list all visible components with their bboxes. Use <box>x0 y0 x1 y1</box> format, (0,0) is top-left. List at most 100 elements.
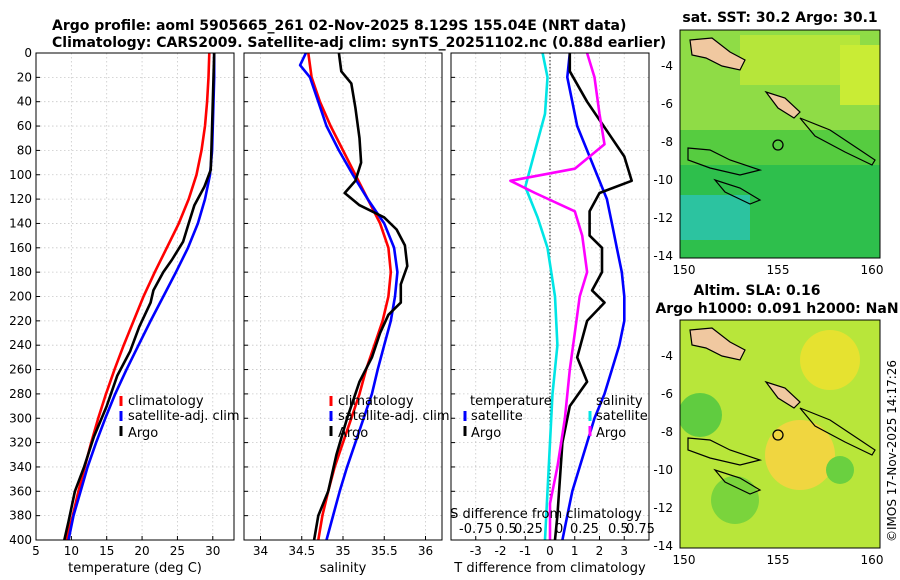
sst-map-frame <box>679 29 881 259</box>
x-tick-label: -1 <box>519 544 531 558</box>
map-y-tick-label: -14 <box>653 539 673 553</box>
legend-label-sal-argo: Argo <box>596 426 626 441</box>
y-tick-label: 60 <box>17 119 32 133</box>
y-tick-label: 0 <box>24 46 32 60</box>
island-outline <box>713 178 762 205</box>
legend-label-sal-satellite: satellite <box>596 409 648 424</box>
x-tick-label: 34 <box>253 544 268 558</box>
sst-title: sat. SST: 30.2 Argo: 30.1 <box>682 10 877 26</box>
series-line-satellite <box>298 52 399 541</box>
sla-title-2: Argo h1000: 0.091 h2000: NaN <box>655 301 898 317</box>
sla-patch-low <box>711 476 759 524</box>
sal-legend: climatology satellite-adj. clim Argo <box>329 394 450 441</box>
title-line2: Climatology: CARS2009. Satellite-adj cli… <box>52 35 666 51</box>
map-y-tick-label: -12 <box>653 211 673 225</box>
s-diff-tick: 0 <box>555 522 563 537</box>
y-tick-label: 200 <box>9 290 32 304</box>
sst-patch-cyan <box>680 195 750 240</box>
s-diff-annotation-ticks: -0.75 0.5 0.25 0 0.25 0.5 0.75 <box>459 522 655 537</box>
map-x-tick-label: 160 <box>861 263 884 277</box>
y-tick-label: 40 <box>17 95 32 109</box>
legend-label-temp-satellite: satellite <box>471 409 523 424</box>
x-tick-label: -2 <box>495 544 507 558</box>
y-tick-label: 220 <box>9 314 32 328</box>
series-line-sal_diff <box>509 52 606 540</box>
land-bougainville <box>764 90 801 119</box>
x-axis-label: T difference from climatology <box>453 561 646 576</box>
plot-frame <box>243 52 443 541</box>
diff-legend: temperature satellite Argo salinity sate… <box>450 394 655 537</box>
sla-patch-low <box>680 393 722 437</box>
s-diff-annotation-title: S difference from climatology <box>450 507 642 522</box>
map-y-tick-label: -10 <box>653 463 673 477</box>
legend-label-satellite: satellite-adj. clim <box>338 409 450 424</box>
legend-label-temp-argo: Argo <box>471 426 501 441</box>
island-outline <box>799 117 876 166</box>
map-y-tick-label: -8 <box>661 425 673 439</box>
sla-map-frame <box>679 319 881 549</box>
map-x-tick-label: 155 <box>767 553 790 567</box>
land-new-britain <box>689 327 746 361</box>
x-tick-label: 35 <box>335 544 350 558</box>
x-tick-label: 10 <box>64 544 79 558</box>
x-tick-label: -3 <box>470 544 482 558</box>
island-outline <box>799 407 876 456</box>
x-tick-label: 30 <box>205 544 220 558</box>
map-y-tick-label: -6 <box>661 387 673 401</box>
map-y-tick-label: -12 <box>653 501 673 515</box>
s-diff-tick: 0.5 <box>608 522 629 537</box>
y-tick-label: 120 <box>9 192 32 206</box>
x-tick-label: 34.5 <box>288 544 315 558</box>
island-outline <box>687 147 763 176</box>
sst-map <box>679 29 881 259</box>
s-diff-tick: 0.25 <box>514 522 543 537</box>
sla-title-1: Altim. SLA: 0.16 <box>693 283 820 299</box>
y-tick-label: 280 <box>9 387 32 401</box>
y-tick-label: 340 <box>9 460 32 474</box>
y-tick-label: 180 <box>9 265 32 279</box>
timestamp: ©IMOS 17-Nov-2025 14:17:26 <box>885 360 899 542</box>
y-tick-label: 400 <box>9 533 32 547</box>
legend-sal-title: salinity <box>596 394 643 409</box>
y-tick-label: 380 <box>9 509 32 523</box>
y-tick-label: 240 <box>9 338 32 352</box>
land-new-britain <box>689 37 746 71</box>
temp-legend: climatology satellite-adj. clim Argo <box>119 394 240 441</box>
x-axis-label: temperature (deg C) <box>68 561 202 576</box>
map-y-tick-label: -4 <box>661 59 673 73</box>
legend-label-argo: Argo <box>128 426 158 441</box>
legend-label-satellite: satellite-adj. clim <box>128 409 240 424</box>
map-x-tick-label: 155 <box>767 263 790 277</box>
x-tick-label: 20 <box>134 544 149 558</box>
y-tick-label: 320 <box>9 436 32 450</box>
x-axis-label: salinity <box>320 561 367 576</box>
y-tick-label: 20 <box>17 70 32 84</box>
x-tick-label: 2 <box>596 544 604 558</box>
x-tick-label: 5 <box>32 544 40 558</box>
x-tick-label: 0 <box>546 544 554 558</box>
y-tick-label: 140 <box>9 216 32 230</box>
difference-panel: -3 -2 -1 0 1 2 3T difference from climatology <box>450 52 650 576</box>
map-y-tick-label: -14 <box>653 249 673 263</box>
map-x-tick-label: 150 <box>673 263 696 277</box>
argo-location-marker <box>772 429 784 441</box>
plot-frame <box>450 52 650 541</box>
s-diff-tick: -0.75 <box>459 522 493 537</box>
s-diff-tick: 0.5 <box>496 522 517 537</box>
y-tick-label: 160 <box>9 241 32 255</box>
sst-patch-warm <box>840 45 880 105</box>
y-tick-label: 100 <box>9 168 32 182</box>
x-tick-label: 15 <box>99 544 114 558</box>
series-line-climatology <box>307 52 393 541</box>
s-diff-tick: 0.25 <box>570 522 599 537</box>
series-line-argo <box>312 52 409 541</box>
x-tick-label: 36 <box>418 544 433 558</box>
series-line-argo <box>553 53 633 541</box>
map-x-tick-label: 160 <box>861 553 884 567</box>
y-tick-label: 260 <box>9 363 32 377</box>
s-diff-tick: 0.75 <box>626 522 655 537</box>
salinity-panel: 34 34.5 35 35.5 36 salinity <box>243 52 443 576</box>
series-line-argo <box>63 52 216 541</box>
